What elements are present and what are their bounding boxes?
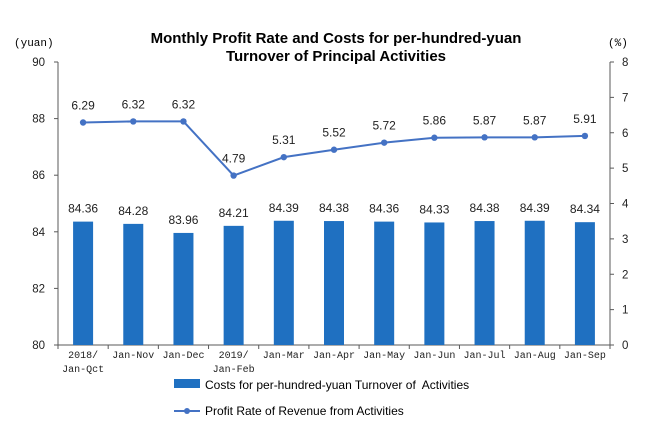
bar-value-label: 84.33 (419, 202, 449, 216)
bar-value-label: 84.36 (68, 202, 98, 216)
line-value-label: 5.87 (473, 113, 497, 127)
y-left-tick-label: 86 (32, 170, 45, 182)
y-left-axis-label: (yuan) (14, 38, 54, 50)
line-point-profit-rate (431, 134, 438, 141)
bar-value-label: 84.38 (470, 201, 500, 215)
bar-costs (123, 223, 144, 345)
y-right-ticks: 0 1 2 3 4 5 6 7 8 (610, 57, 629, 352)
bar-costs (324, 221, 344, 345)
bar-costs (424, 222, 445, 345)
y-left-tick-label: 82 (32, 283, 45, 295)
y-right-axis-label: (%) (608, 38, 628, 50)
bar-value-labels: 84.36 84.28 83.96 84.21 84.39 84.38 84.36 84.33… (68, 201, 600, 227)
line-point-profit-rate (380, 139, 388, 146)
line-point-profit-rate (180, 118, 187, 125)
bar-costs (474, 221, 495, 345)
bar-costs (574, 222, 595, 345)
line-value-label: 6.29 (71, 98, 95, 112)
x-tick-label: 2018/Jan-Qct (62, 350, 104, 376)
y-right-tick-label: 6 (622, 128, 628, 140)
bar-value-label: 84.39 (520, 201, 550, 215)
y-right-tick-label: 5 (622, 163, 628, 175)
bar-value-label: 83.96 (168, 213, 198, 227)
line-value-label: 6.32 (172, 97, 196, 111)
chart-title-line-1: Monthly Profit Rate and Costs for per-hu… (151, 30, 522, 47)
bar-value-label: 84.36 (369, 202, 399, 216)
line-value-label: 6.32 (122, 97, 146, 111)
line-point-profit-rate (531, 134, 538, 141)
x-ticks: 2018/Jan-Qct Jan-Nov Jan-Dec 2019/Jan-Feb Ja… (57, 345, 611, 376)
y-right-tick-label: 0 (622, 340, 628, 352)
legend-label-costs: Costs for per-hundred-yuan Turnover of A… (205, 378, 469, 392)
y-right-tick-label: 2 (622, 269, 628, 281)
line-value-label: 5.31 (272, 133, 296, 147)
x-tick-label: Jan-Jul (464, 350, 506, 362)
bars-costs (73, 220, 595, 345)
y-right-tick-label: 4 (622, 199, 629, 211)
legend-swatch-costs (174, 379, 200, 388)
line-value-label: 5.91 (573, 112, 597, 126)
bar-costs (173, 232, 194, 345)
profit-rate-value-labels: 6.29 6.32 6.32 4.79 5.31 5.52 5.72 5.86 5.87 5.87… (71, 97, 596, 165)
y-right-tick-label: 8 (622, 57, 628, 69)
x-tick-label: Jan-May (363, 351, 405, 362)
bar-value-label: 84.28 (118, 204, 148, 218)
x-tick-label: Jan-Dec (162, 351, 204, 362)
y-left-tick-label: 84 (32, 227, 45, 239)
x-tick-label: 2019/Jan-Feb (213, 350, 255, 376)
y-left-tick-label: 90 (32, 57, 45, 69)
bar-value-label: 84.39 (269, 201, 299, 215)
bar-value-label: 84.21 (219, 206, 249, 220)
line-point-profit-rate (280, 153, 288, 161)
line-value-label: 5.86 (423, 114, 447, 128)
x-tick-label: Jan-Sep (564, 351, 606, 362)
legend: Costs for per-hundred-yuan Turnover of A… (174, 378, 469, 418)
y-right-tick-label: 1 (622, 305, 628, 317)
bar-costs (374, 221, 395, 345)
line-value-label: 5.87 (523, 113, 547, 127)
line-point-profit-rate (581, 132, 589, 140)
line-value-label: 4.79 (222, 152, 246, 166)
legend-label-profit-rate: Profit Rate of Revenue from Activities (205, 404, 404, 418)
y-right-tick-label: 3 (622, 234, 628, 246)
x-tick-label: Jan-Mar (263, 351, 305, 362)
x-tick-label: Jan-Aug (514, 351, 556, 362)
y-left-tick-label: 88 (32, 114, 45, 126)
line-point-profit-rate (230, 172, 237, 179)
line-point-profit-rate (481, 134, 488, 141)
y-right-tick-label: 7 (622, 92, 628, 104)
bar-costs (524, 220, 545, 345)
profit-rate-points (79, 118, 589, 179)
line-point-profit-rate (330, 146, 338, 153)
line-value-label: 5.52 (322, 126, 346, 140)
bar-costs (273, 220, 294, 345)
line-point-profit-rate (79, 119, 87, 126)
x-tick-label: Jan-Nov (112, 351, 154, 362)
y-left-ticks: 80 82 84 86 88 90 (32, 57, 58, 352)
bar-costs (223, 225, 244, 345)
line-point-profit-rate (130, 118, 137, 125)
bar-value-label: 84.38 (319, 201, 349, 215)
bar-costs (73, 221, 94, 345)
line-value-label: 5.72 (373, 119, 397, 133)
bar-value-label: 84.34 (570, 202, 600, 216)
x-tick-label: Jan-Jun (413, 351, 455, 362)
x-tick-label: Jan-Apr (313, 351, 355, 362)
legend-swatch-profit-rate-marker (184, 408, 190, 414)
y-left-tick-label: 80 (32, 340, 45, 352)
chart-title-line-2: Turnover of Principal Activities (226, 48, 446, 65)
